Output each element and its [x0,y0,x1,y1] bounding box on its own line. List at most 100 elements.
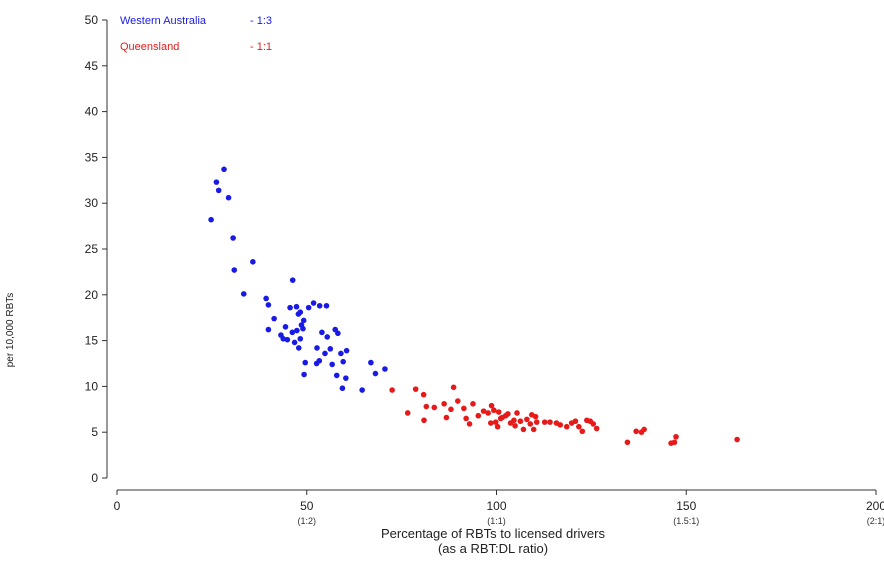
data-point-queensland [547,419,553,425]
data-point-queensland [389,387,395,393]
y-tick-label: 45 [85,59,99,73]
y-tick-label: 10 [85,379,99,393]
x-tick-label: 150 [676,499,696,513]
data-point-queensland [475,412,482,419]
data-point-queensland [572,418,579,425]
data-point-queensland [557,422,564,428]
data-point-western-australia [295,345,302,351]
data-point-queensland [491,407,497,414]
data-point-western-australia [372,370,379,377]
data-point-queensland [461,405,467,412]
data-point-queensland [470,401,476,407]
x-tick-label: 50 [300,499,314,513]
data-point-western-australia [280,335,287,342]
y-tick-label: 50 [85,13,99,27]
data-point-western-australia [343,375,349,381]
data-point-western-australia [213,179,220,185]
data-point-western-australia [335,330,341,337]
data-point-queensland [517,418,524,425]
data-point-western-australia [316,302,323,309]
data-point-queensland [579,428,586,435]
data-point-queensland [420,391,427,398]
data-point-western-australia [300,325,306,332]
data-point-western-australia [301,371,307,378]
data-point-queensland [495,409,502,415]
legend-ratio-queensland: - 1:1 [250,41,272,53]
data-point-queensland [512,422,518,429]
x-axis-title: Percentage of RBTs to licensed drivers [381,526,605,541]
x-tick-sublabel: (1:1) [487,516,506,526]
data-point-queensland [454,398,461,404]
data-point-western-australia [287,304,293,311]
data-point-western-australia [230,235,236,241]
data-point-queensland [443,414,450,421]
data-point-western-australia [231,267,238,273]
data-point-western-australia [327,346,334,352]
data-point-western-australia [323,302,330,309]
data-point-western-australia [225,194,232,201]
x-ticks: 0 50 (1:2) 100 (1:1) 150 (1.5:1) 200 (2:1) [114,490,884,526]
data-point-queensland [514,410,520,416]
data-point-queensland [463,415,469,422]
data-points [208,166,740,446]
axes [106,20,876,491]
x-tick-label: 0 [114,499,121,513]
data-point-western-australia [221,166,227,173]
data-point-western-australia [265,302,272,308]
data-point-western-australia [284,336,291,343]
data-point-queensland [488,420,494,426]
data-point-western-australia [319,329,325,336]
data-point-western-australia [339,385,346,392]
legend: Western Australia - 1:3 Queensland - 1:1 [120,15,272,53]
legend-label-western-australia: Western Australia [120,15,207,27]
data-point-western-australia [289,277,296,283]
data-point-western-australia [250,259,256,265]
data-point-queensland [412,386,419,392]
x-tick-sublabel: (1.5:1) [673,516,699,526]
data-point-western-australia [368,359,374,366]
x-tick-sublabel: (2:1) [867,516,884,526]
data-point-western-australia [314,345,320,351]
data-point-queensland [593,425,600,432]
data-point-western-australia [265,326,272,333]
data-point-queensland [576,423,582,430]
x-tick-label: 200 [866,499,884,513]
data-point-western-australia [302,359,309,366]
data-point-queensland [494,423,501,430]
data-point-queensland [590,421,597,427]
data-point-western-australia [329,361,335,368]
y-tick-label: 40 [85,105,99,119]
y-tick-label: 15 [85,334,99,348]
y-tick-label: 5 [91,425,98,439]
data-point-queensland [488,402,495,409]
x-tick-label: 100 [486,499,506,513]
data-point-western-australia [340,358,346,365]
data-point-queensland [450,384,457,391]
data-point-western-australia [382,366,388,372]
data-point-western-australia [343,347,350,354]
data-point-queensland [492,419,499,425]
data-point-queensland [533,419,540,425]
y-ticks: 0 5 10 15 20 25 30 35 40 45 50 [85,13,107,485]
data-point-queensland [480,408,487,414]
data-point-western-australia [294,327,300,334]
data-point-queensland [524,416,530,423]
data-point-western-australia [333,372,340,379]
data-point-western-australia [263,295,269,302]
data-point-western-australia [313,360,320,367]
data-point-western-australia [338,350,344,357]
data-point-queensland [527,421,534,427]
x-tick-sublabel: (1:2) [297,516,316,526]
data-point-western-australia [240,291,247,297]
data-point-queensland [404,410,411,416]
data-point-western-australia [322,350,328,357]
data-point-queensland [641,426,647,433]
data-point-western-australia [359,387,365,393]
data-point-western-australia [300,317,307,324]
data-point-queensland [624,439,631,446]
data-point-western-australia [305,304,312,311]
y-tick-label: 30 [85,196,99,210]
data-point-queensland [421,417,427,424]
